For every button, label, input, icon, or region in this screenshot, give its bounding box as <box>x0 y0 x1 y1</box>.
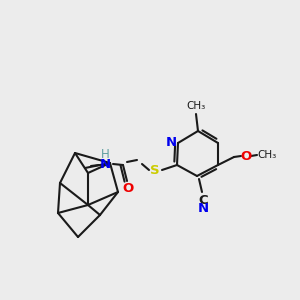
Text: H: H <box>100 148 109 161</box>
Text: CH₃: CH₃ <box>186 101 206 111</box>
Text: N: N <box>165 136 177 149</box>
Text: C: C <box>198 194 208 208</box>
Text: O: O <box>122 182 134 196</box>
Text: S: S <box>150 164 160 176</box>
Text: CH₃: CH₃ <box>257 150 277 160</box>
Text: O: O <box>240 149 252 163</box>
Text: N: N <box>99 158 111 172</box>
Text: N: N <box>197 202 208 215</box>
